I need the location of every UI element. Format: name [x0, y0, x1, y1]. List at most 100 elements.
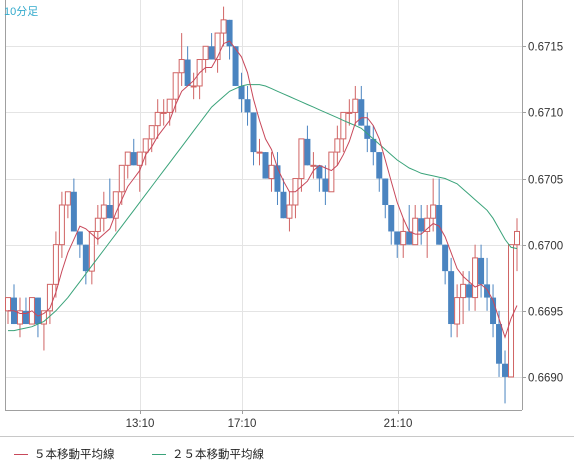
candle-body-down	[448, 271, 455, 325]
y-tick-label: 0.6690	[528, 373, 563, 385]
candle-body-down	[370, 138, 377, 153]
legend-item-ma5: ５本移動平均線	[14, 446, 115, 462]
candle-body-up	[424, 217, 431, 232]
candle-body-up	[214, 32, 221, 61]
candle-body-up	[142, 138, 149, 153]
candle-body-up	[310, 164, 317, 167]
candle-body-down	[406, 231, 413, 245]
candle-body-up	[88, 230, 95, 272]
candle-body-up	[508, 244, 515, 378]
candle-body-up	[136, 151, 143, 166]
candle-body-up	[190, 85, 197, 88]
candle-body-down	[484, 284, 491, 298]
candle-body-down	[130, 152, 137, 166]
candle-body-up	[334, 138, 341, 153]
candle-body-down	[304, 138, 311, 166]
candle-body-down	[322, 178, 329, 192]
candle-body-down	[418, 218, 425, 232]
candle-body-up	[268, 164, 275, 180]
legend-label-ma25: ２５本移動平均線	[172, 447, 264, 461]
candle-body-up	[64, 191, 71, 206]
candle-body-down	[244, 99, 251, 113]
candle-body-up	[352, 98, 359, 113]
candle-body-up	[52, 244, 59, 285]
candle-body-down	[82, 244, 89, 272]
candle-body-down	[496, 324, 503, 364]
legend-label-ma5: ５本移動平均線	[34, 447, 115, 461]
y-tick-label: 0.6700	[528, 241, 563, 253]
candle-body-up	[346, 111, 353, 114]
candle-body-up	[454, 297, 461, 325]
candle-body-up	[430, 204, 437, 219]
candle-body-up	[94, 217, 101, 232]
x-tick-label: 13:10	[126, 418, 155, 430]
candle-body-up	[166, 98, 173, 113]
candle-body-down	[280, 191, 287, 219]
candle-body-down	[238, 85, 245, 100]
candlestick-chart: 0.6715 0.6710 0.6705 0.6700 0.6695 0.6690 13:1…	[5, 0, 563, 430]
legend-item-ma25: ２５本移動平均線	[152, 446, 264, 462]
candle-body-up	[400, 230, 407, 246]
candle-body-up	[118, 164, 125, 193]
candle-body-down	[106, 205, 113, 219]
candle-body-up	[58, 204, 65, 246]
candle-body-down	[34, 297, 41, 325]
candle-body-up	[5, 297, 11, 312]
timeframe-label: 10分足	[4, 6, 39, 18]
candle-body-up	[172, 72, 179, 100]
candle-body-up	[148, 125, 155, 140]
candle-body-up	[256, 151, 263, 154]
candle-body-down	[208, 46, 215, 60]
legend-swatch-ma5	[14, 454, 28, 455]
candle-body-down	[70, 191, 77, 232]
candle-body-up	[472, 257, 479, 299]
candle-body-down	[394, 231, 401, 245]
candle-body-down	[388, 205, 395, 232]
candle-body-down	[466, 284, 473, 298]
candle-body-down	[358, 99, 365, 126]
ma25-line	[8, 84, 518, 332]
legend-swatch-ma25	[152, 454, 166, 455]
ma5-line	[8, 40, 518, 339]
candle-body-down	[502, 363, 509, 377]
candle-body-down	[316, 165, 323, 179]
candle-body-up	[154, 111, 161, 127]
candle-body-up	[100, 204, 107, 219]
candle-body-up	[298, 138, 305, 180]
candle-body-down	[382, 178, 389, 205]
x-tick-label: 17:10	[228, 418, 257, 430]
candle-body-up	[16, 310, 23, 325]
candle-body-up	[124, 151, 131, 166]
y-tick-label: 0.6710	[528, 108, 563, 120]
candle-body-up	[328, 151, 335, 193]
candle-body-up	[340, 111, 347, 140]
candle-body-down	[184, 59, 191, 86]
candle-body-down	[364, 125, 371, 139]
candle-body-down	[22, 310, 29, 325]
y-tick-label: 0.6705	[528, 175, 563, 187]
candle-body-down	[376, 152, 383, 179]
candle-body-down	[478, 257, 485, 285]
candle-body-up	[202, 45, 209, 61]
candle-body-down	[436, 205, 443, 245]
candle-body-down	[250, 112, 257, 153]
x-tick-label: 21:10	[384, 418, 413, 430]
candle-body-up	[286, 204, 293, 219]
candle-body-up	[412, 217, 419, 246]
candle-body-up	[460, 283, 467, 299]
candle-body-down	[232, 46, 239, 86]
candle-body-up	[160, 111, 167, 114]
candle-body-up	[514, 230, 520, 246]
candle-body-up	[40, 310, 47, 325]
candle-body-down	[442, 244, 449, 272]
candle-body-down	[226, 19, 233, 47]
candle-body-up	[178, 59, 185, 74]
legend: ５本移動平均線 ２５本移動平均線	[0, 436, 574, 463]
candle-body-up	[220, 19, 227, 34]
candle-body-up	[46, 283, 53, 312]
candle-body-down	[76, 231, 83, 245]
candle-body-down	[490, 297, 497, 325]
candle-body-down	[274, 165, 281, 192]
candle-body-down	[262, 152, 269, 179]
candle-body-up	[112, 191, 119, 219]
